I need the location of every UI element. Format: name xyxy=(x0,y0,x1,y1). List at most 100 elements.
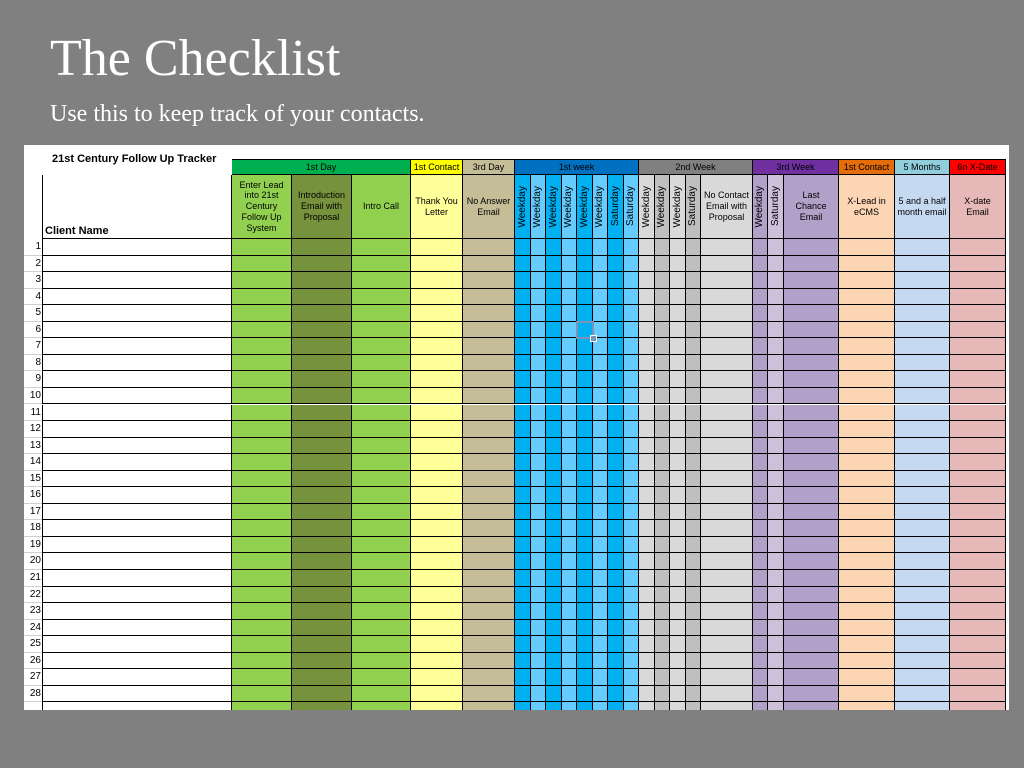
checklist-cell[interactable] xyxy=(655,669,670,686)
checklist-cell[interactable] xyxy=(768,553,784,570)
checklist-cell[interactable] xyxy=(701,272,753,289)
checklist-cell[interactable] xyxy=(515,702,531,710)
checklist-cell[interactable] xyxy=(701,702,753,710)
checklist-cell[interactable] xyxy=(562,239,577,256)
checklist-cell[interactable] xyxy=(753,503,768,521)
checklist-cell[interactable] xyxy=(624,404,639,422)
client-name-cell[interactable] xyxy=(42,603,232,620)
checklist-cell[interactable] xyxy=(577,702,593,710)
checklist-cell[interactable] xyxy=(515,685,531,703)
checklist-cell[interactable] xyxy=(608,272,624,289)
checklist-cell[interactable] xyxy=(515,586,531,604)
checklist-cell[interactable] xyxy=(292,239,352,256)
checklist-cell[interactable] xyxy=(292,669,352,686)
checklist-cell[interactable] xyxy=(895,536,950,554)
checklist-cell[interactable] xyxy=(753,636,768,653)
checklist-cell[interactable] xyxy=(686,553,701,570)
checklist-cell[interactable] xyxy=(411,338,463,355)
checklist-cell[interactable] xyxy=(577,404,593,422)
checklist-cell[interactable] xyxy=(593,487,608,504)
checklist-cell[interactable] xyxy=(411,387,463,405)
checklist-cell[interactable] xyxy=(670,586,686,604)
checklist-cell[interactable] xyxy=(411,239,463,256)
checklist-cell[interactable] xyxy=(515,354,531,372)
client-name-cell[interactable] xyxy=(42,652,232,670)
checklist-cell[interactable] xyxy=(895,387,950,405)
checklist-cell[interactable] xyxy=(895,702,950,710)
checklist-cell[interactable] xyxy=(655,437,670,455)
checklist-cell[interactable] xyxy=(593,387,608,405)
checklist-cell[interactable] xyxy=(753,338,768,355)
checklist-cell[interactable] xyxy=(463,421,515,438)
checklist-cell[interactable] xyxy=(895,371,950,388)
client-name-cell[interactable] xyxy=(42,239,232,256)
checklist-cell[interactable] xyxy=(950,553,1006,570)
checklist-cell[interactable] xyxy=(701,487,753,504)
checklist-cell[interactable] xyxy=(463,371,515,388)
checklist-cell[interactable] xyxy=(463,437,515,455)
checklist-cell[interactable] xyxy=(577,553,593,570)
row-number[interactable]: 21 xyxy=(24,570,42,587)
checklist-cell[interactable] xyxy=(562,619,577,637)
checklist-cell[interactable] xyxy=(531,272,546,289)
checklist-cell[interactable] xyxy=(562,652,577,670)
checklist-cell[interactable] xyxy=(577,520,593,537)
checklist-cell[interactable] xyxy=(655,603,670,620)
checklist-cell[interactable] xyxy=(701,305,753,322)
checklist-cell[interactable] xyxy=(352,652,411,670)
checklist-cell[interactable] xyxy=(895,603,950,620)
checklist-cell[interactable] xyxy=(546,371,562,388)
checklist-cell[interactable] xyxy=(655,371,670,388)
checklist-cell[interactable] xyxy=(895,586,950,604)
checklist-cell[interactable] xyxy=(608,470,624,488)
checklist-cell[interactable] xyxy=(670,669,686,686)
checklist-cell[interactable] xyxy=(546,354,562,372)
checklist-cell[interactable] xyxy=(639,387,655,405)
checklist-cell[interactable] xyxy=(624,553,639,570)
checklist-cell[interactable] xyxy=(546,553,562,570)
checklist-cell[interactable] xyxy=(292,404,352,422)
checklist-cell[interactable] xyxy=(352,288,411,306)
row-number[interactable]: 16 xyxy=(24,487,42,504)
checklist-cell[interactable] xyxy=(232,503,292,521)
checklist-cell[interactable] xyxy=(784,239,839,256)
checklist-cell[interactable] xyxy=(701,570,753,587)
checklist-cell[interactable] xyxy=(753,652,768,670)
checklist-cell[interactable] xyxy=(753,371,768,388)
client-name-cell[interactable] xyxy=(42,305,232,322)
checklist-cell[interactable] xyxy=(839,586,895,604)
checklist-cell[interactable] xyxy=(639,354,655,372)
checklist-cell[interactable] xyxy=(950,669,1006,686)
checklist-cell[interactable] xyxy=(839,321,895,339)
checklist-cell[interactable] xyxy=(950,255,1006,273)
checklist-cell[interactable] xyxy=(950,503,1006,521)
checklist-cell[interactable] xyxy=(670,437,686,455)
checklist-cell[interactable] xyxy=(463,288,515,306)
checklist-cell[interactable] xyxy=(624,586,639,604)
checklist-cell[interactable] xyxy=(411,536,463,554)
client-name-cell[interactable] xyxy=(42,619,232,637)
checklist-cell[interactable] xyxy=(686,636,701,653)
checklist-cell[interactable] xyxy=(608,619,624,637)
checklist-cell[interactable] xyxy=(577,354,593,372)
checklist-cell[interactable] xyxy=(463,454,515,471)
checklist-cell[interactable] xyxy=(232,371,292,388)
checklist-cell[interactable] xyxy=(232,702,292,710)
checklist-cell[interactable] xyxy=(352,570,411,587)
checklist-cell[interactable] xyxy=(292,553,352,570)
checklist-cell[interactable] xyxy=(639,652,655,670)
checklist-cell[interactable] xyxy=(895,454,950,471)
checklist-cell[interactable] xyxy=(352,454,411,471)
checklist-cell[interactable] xyxy=(411,570,463,587)
checklist-cell[interactable] xyxy=(531,470,546,488)
checklist-cell[interactable] xyxy=(655,553,670,570)
checklist-cell[interactable] xyxy=(655,239,670,256)
checklist-cell[interactable] xyxy=(546,570,562,587)
checklist-cell[interactable] xyxy=(292,454,352,471)
checklist-cell[interactable] xyxy=(232,669,292,686)
row-number[interactable]: 13 xyxy=(24,437,42,455)
checklist-cell[interactable] xyxy=(670,371,686,388)
checklist-cell[interactable] xyxy=(531,487,546,504)
checklist-cell[interactable] xyxy=(577,288,593,306)
checklist-cell[interactable] xyxy=(593,652,608,670)
